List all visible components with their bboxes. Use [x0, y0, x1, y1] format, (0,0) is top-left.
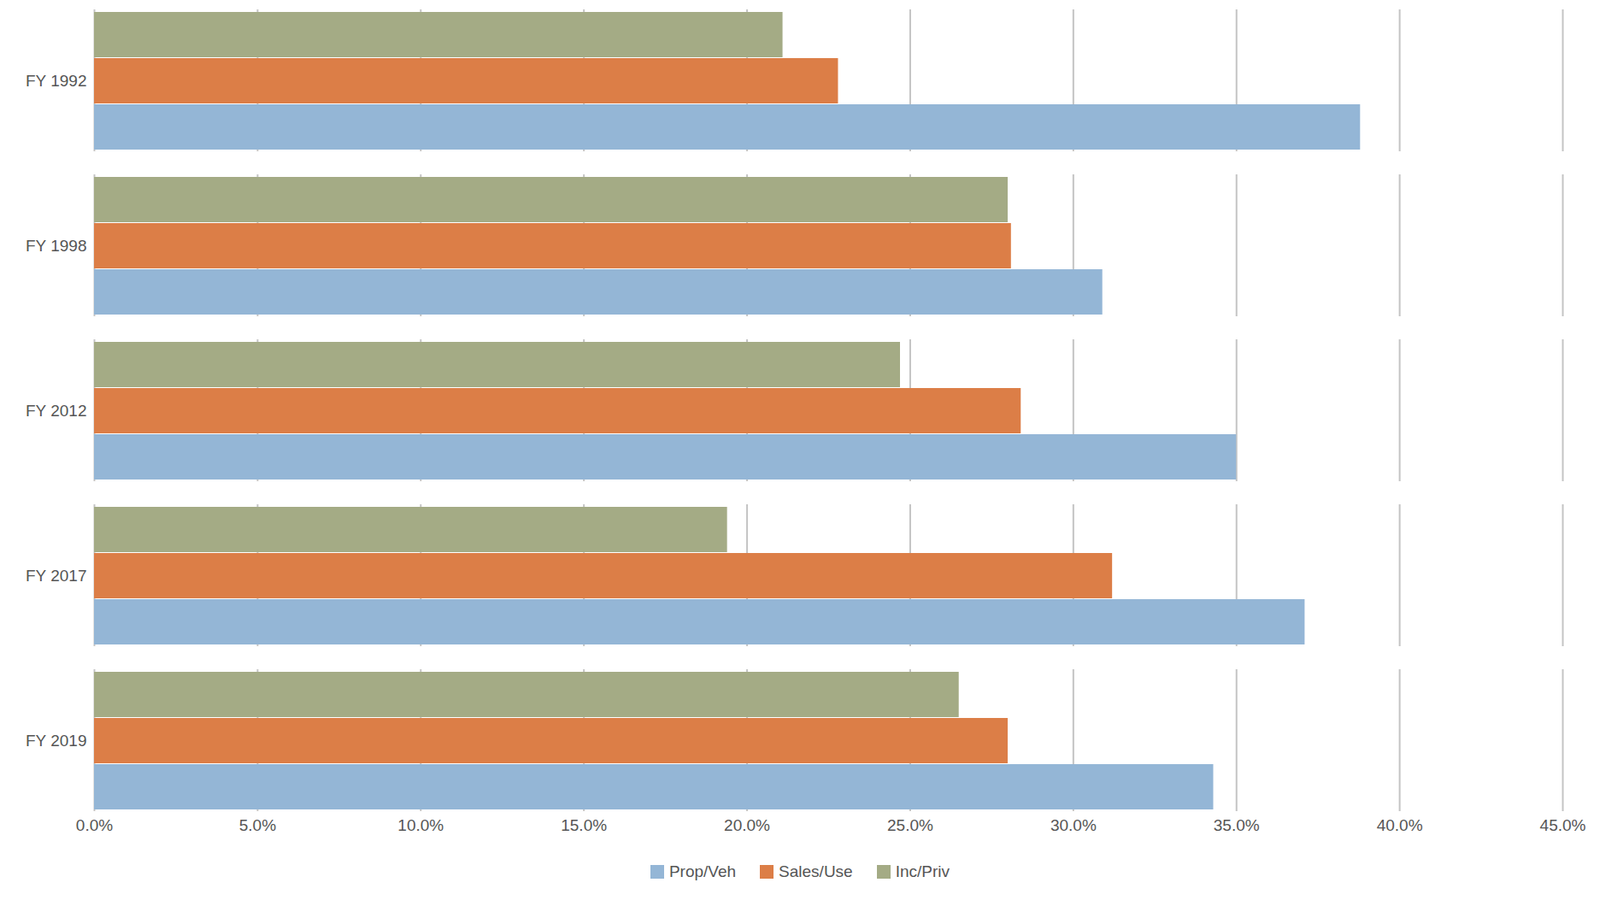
svg-text:5.0%: 5.0% — [239, 816, 277, 835]
svg-text:20.0%: 20.0% — [723, 816, 771, 835]
svg-text:FY 2019: FY 2019 — [25, 731, 87, 750]
svg-text:FY 1998: FY 1998 — [25, 236, 87, 255]
html-text:Inc/Priv: Inc/Priv — [895, 862, 950, 881]
html-text:Prop/Veh: Prop/Veh — [669, 862, 736, 881]
svg-text:15.0%: 15.0% — [560, 816, 607, 835]
svg-text:35.0%: 35.0% — [1213, 816, 1260, 835]
svg-text:25.0%: 25.0% — [887, 816, 934, 835]
html-text:Sales/Use: Sales/Use — [778, 862, 853, 881]
svg-text:10.0%: 10.0% — [397, 816, 444, 835]
svg-text:45.0%: 45.0% — [1540, 816, 1587, 835]
svg-text:FY 2017: FY 2017 — [25, 566, 87, 585]
svg-text:FY 1992: FY 1992 — [25, 71, 87, 90]
svg-text:FY 2012: FY 2012 — [25, 401, 87, 420]
svg-text:40.0%: 40.0% — [1376, 816, 1424, 835]
svg-text:30.0%: 30.0% — [1050, 816, 1097, 835]
svg-text:0.0%: 0.0% — [76, 816, 113, 835]
